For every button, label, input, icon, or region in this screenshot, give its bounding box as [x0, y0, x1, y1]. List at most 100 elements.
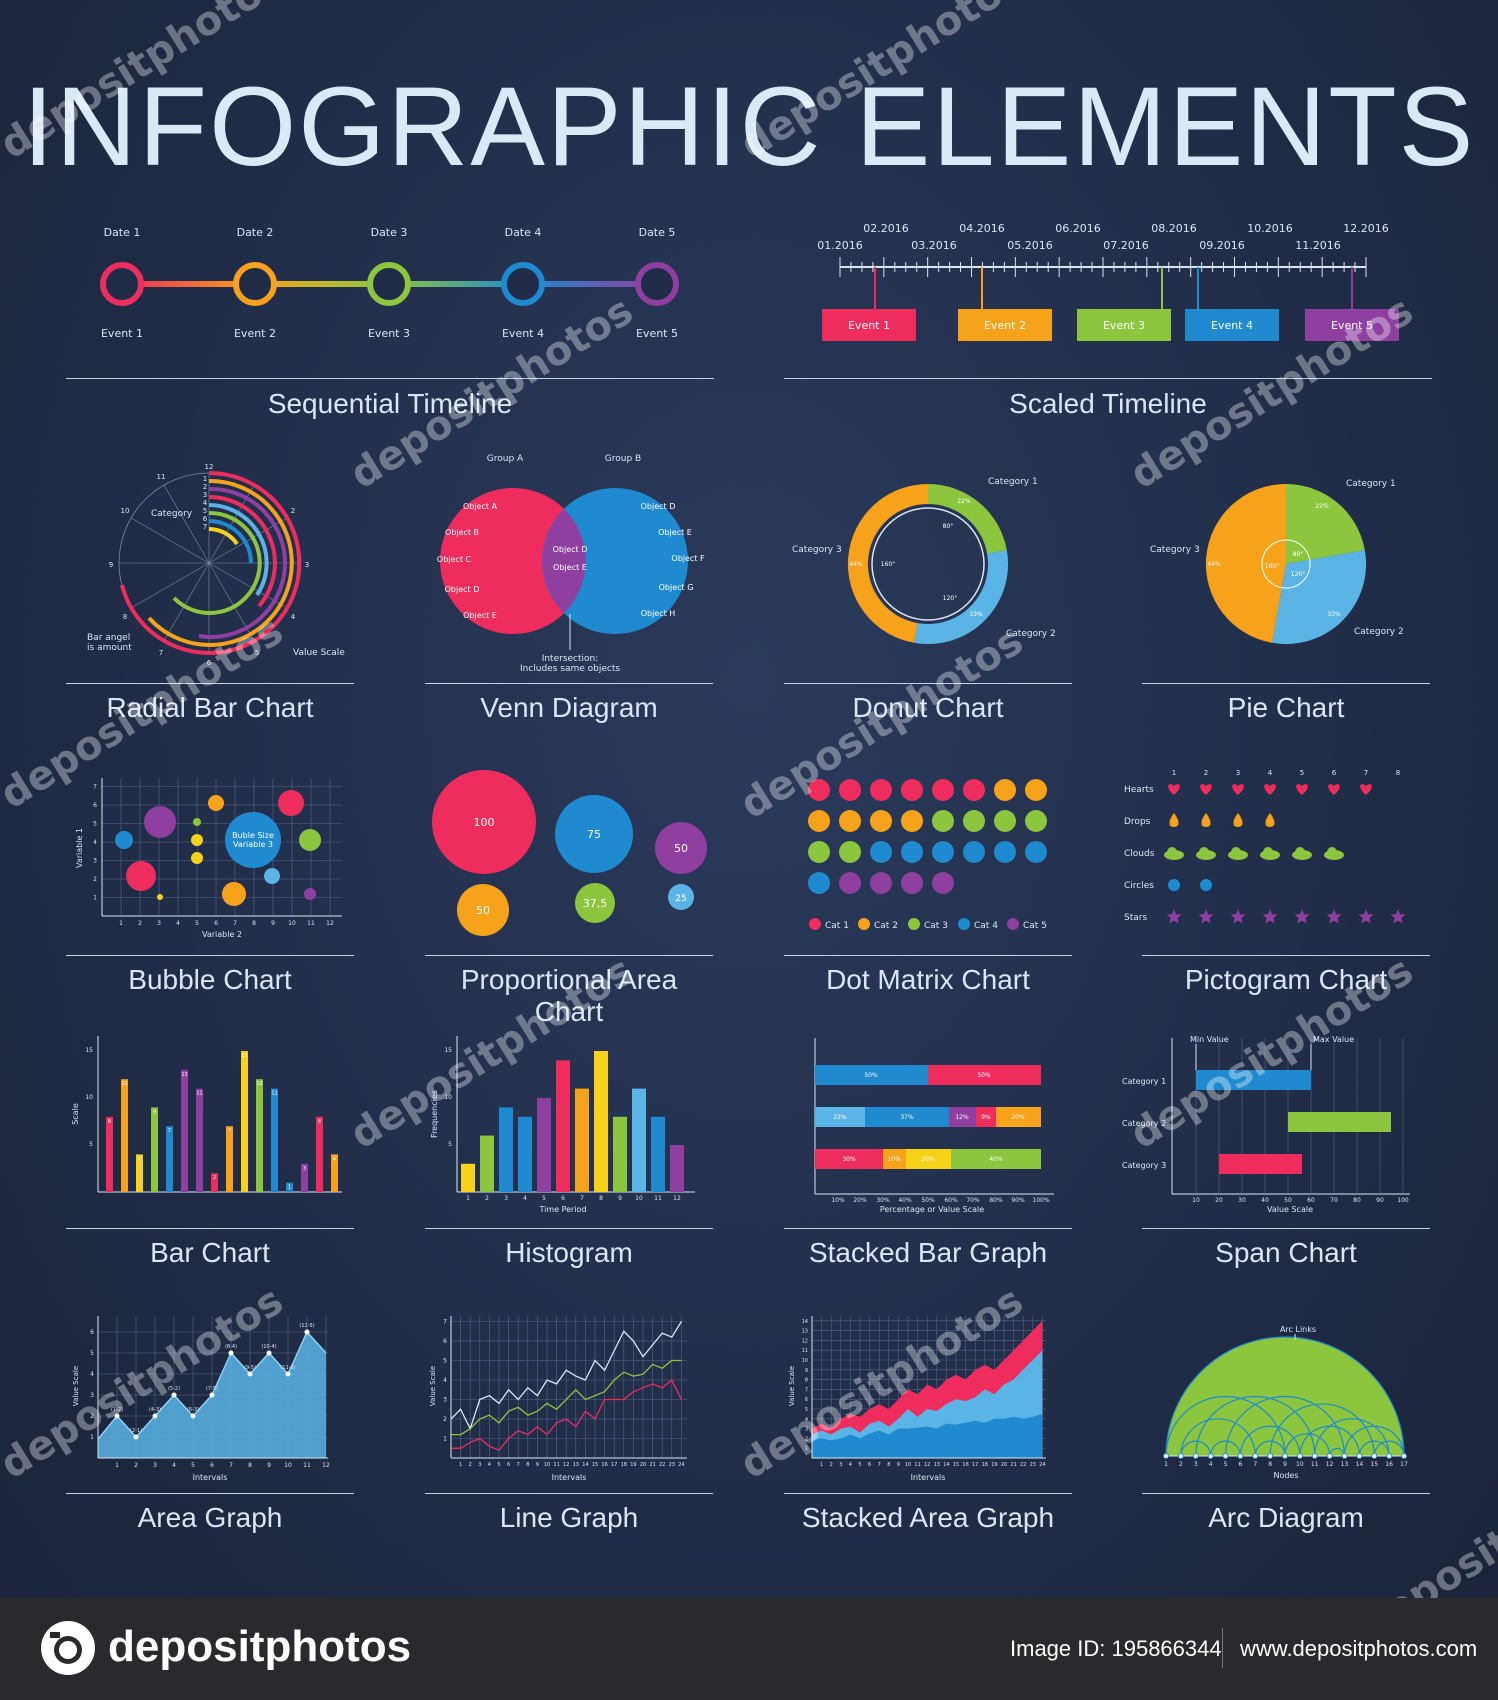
scaled-event-label: Event 5: [1331, 319, 1373, 332]
donut-percent: 33%: [969, 611, 983, 618]
arc-link: [1180, 1440, 1212, 1457]
arc-link: [1314, 1418, 1390, 1457]
area-graph-svg: (1-2) (2-1) (4-3) (5-2) (6-3) (7-5) (8-4) (9-5)…: [72, 1316, 330, 1482]
dot-matrix-dot: [994, 841, 1016, 863]
cloud-icon: [1167, 847, 1177, 857]
hist-xtick: 10: [635, 1195, 643, 1202]
arc-node: [1341, 1453, 1348, 1459]
arc-xlabel: Nodes: [1273, 1471, 1298, 1480]
heart-icon: [1328, 784, 1340, 795]
dot-matrix-dot: [870, 779, 892, 801]
span-xtick: 10: [1192, 1197, 1200, 1204]
caption-divider: [425, 1493, 713, 1494]
hist-xtick: 3: [504, 1195, 508, 1202]
dot-legend: Cat 3: [924, 921, 948, 931]
dot-legend: Cat 5: [1023, 921, 1047, 931]
heart-icon: [1264, 784, 1276, 795]
line-xlabel: Intervals: [552, 1473, 587, 1482]
donut-category: Category 3: [792, 545, 842, 555]
dot-matrix-dot: [901, 841, 923, 863]
line-ytick: 3: [443, 1397, 447, 1404]
radial-inner-tick: 5: [203, 507, 207, 515]
line-xtick: 8: [526, 1462, 529, 1468]
dot-matrix-dot: [994, 779, 1016, 801]
footer-divider: [1222, 1628, 1223, 1668]
radial-inner-tick: 7: [203, 523, 207, 531]
scaled-month: 03.2016: [911, 239, 957, 252]
dot-matrix-dot: [808, 779, 830, 801]
sarea-xtick: 10: [905, 1462, 911, 1468]
footer-url-link[interactable]: www.depositphotos.com: [1240, 1636, 1478, 1661]
sarea-ytick: 12: [802, 1338, 808, 1344]
arc-link: [1239, 1425, 1301, 1457]
pie-category: Category 2: [1354, 627, 1404, 637]
caption-histogram: Histogram: [505, 1237, 633, 1268]
footer-logo-text[interactable]: depositphotos: [108, 1622, 412, 1671]
bar-value-label: 4: [333, 1156, 336, 1162]
pie-percent: 44%: [1207, 561, 1221, 568]
pictogram-col: 1: [1172, 769, 1176, 777]
scaled-timeline: 02.2016 04.2016 06.2016 08.2016 10.2016 …: [800, 215, 1440, 375]
donut-angle: 120°: [943, 595, 957, 602]
stacked-bar-label: 50%: [864, 1072, 878, 1079]
arc-node-label: 1: [1164, 1461, 1168, 1468]
line-xtick: 10: [544, 1462, 550, 1468]
sarea-xtick: 18: [982, 1462, 988, 1468]
bar: [256, 1079, 263, 1192]
arc-node-label: 11: [1311, 1461, 1319, 1468]
span-svg: Min Value Max Value Category 1 Category …: [1122, 1035, 1410, 1214]
area-graph: (1-2) (2-1) (4-3) (5-2) (6-3) (7-5) (8-4) (9-5)…: [66, 1310, 356, 1485]
stacked-bar-graph: 50% 50% 22% 37% 12% 9% 20% 30% 10% 20% 4…: [784, 1030, 1074, 1220]
line-xtick: 17: [611, 1462, 617, 1468]
bar-value-label: 13: [181, 1072, 187, 1078]
bar-value-label: 3: [303, 1166, 306, 1172]
venn-circle-a: [440, 488, 586, 634]
sarea-ytick: 3: [805, 1427, 808, 1433]
pie-chart: 22% 33% 44% 80° 120° 160° Category 1 Cat…: [1142, 460, 1432, 670]
arc-link: [1284, 1433, 1331, 1457]
sarea-ytick: 9: [805, 1368, 808, 1374]
bubble-size-label: Buble Size: [232, 831, 274, 840]
area-point: [304, 1329, 310, 1335]
pie-percent: 22%: [1315, 503, 1329, 510]
radial-tick: 9: [109, 561, 113, 569]
drop-icon: [1233, 813, 1243, 827]
area-xtick: 7: [229, 1462, 233, 1469]
pictogram-col: 2: [1204, 769, 1208, 777]
dot-matrix-dot: [994, 810, 1016, 832]
arc-node-label: 7: [1253, 1461, 1257, 1468]
caption-divider: [1142, 1493, 1430, 1494]
dot-matrix-dot: [932, 872, 954, 894]
area-point-label: (6-3): [187, 1407, 199, 1413]
area-ytick: 2: [90, 1413, 94, 1420]
dot-matrix-dot: [870, 872, 892, 894]
line-graph-svg: 1 2 3 4 5 6 7 8 9 10 11 12 13 14 15 16 17 18 19 20 21 22 23 24 …: [429, 1316, 687, 1482]
area-point-label: (7-5): [206, 1386, 218, 1392]
bar-chart: 8 12 4 9 7 13 11 2 7 15 12 11 1 3 8 4 5 10 15 Scale: [66, 1030, 356, 1205]
venn-intersection: [542, 509, 586, 613]
stacked-area-svg: 1 2 3 4 5 6 7 8 9 10 11 12 13 14 15 16 17 18 19 20 21 22 23 24 …: [788, 1316, 1046, 1482]
bar: [271, 1088, 278, 1192]
timeline-node-4: [501, 262, 545, 306]
dot-matrix-chart: Cat 1 Cat 2 Cat 3 Cat 4 Cat 5: [790, 770, 1070, 940]
stacked-bar-svg: 50% 50% 22% 37% 12% 9% 20% 30% 10% 20% 4…: [814, 1038, 1054, 1214]
prop-area-svg: 100 75 50 50 37,5 25: [432, 770, 707, 936]
line-xtick: 12: [563, 1462, 569, 1468]
bar: [286, 1182, 293, 1192]
sarea-ytick: 5: [805, 1407, 808, 1413]
area-point-label: (11-6): [280, 1365, 295, 1371]
star-icon: [1358, 909, 1374, 924]
bar: [196, 1088, 203, 1192]
caption-divider: [784, 683, 1072, 684]
timeline-date-3: Date 3: [371, 226, 408, 239]
timeline-date-5: Date 5: [639, 226, 676, 239]
caption-divider: [784, 1493, 1072, 1494]
bubble-svg: Buble Size Variable 3 1 2 3 4 5 6 7 8 9 10 11 12 12…: [75, 778, 342, 939]
arc-node: [1267, 1453, 1274, 1459]
drop-icon: [1169, 813, 1179, 827]
dot-matrix-dot: [963, 810, 985, 832]
arc-node: [1326, 1453, 1333, 1459]
bar: [331, 1154, 338, 1192]
pictogram-col: 7: [1364, 769, 1368, 777]
